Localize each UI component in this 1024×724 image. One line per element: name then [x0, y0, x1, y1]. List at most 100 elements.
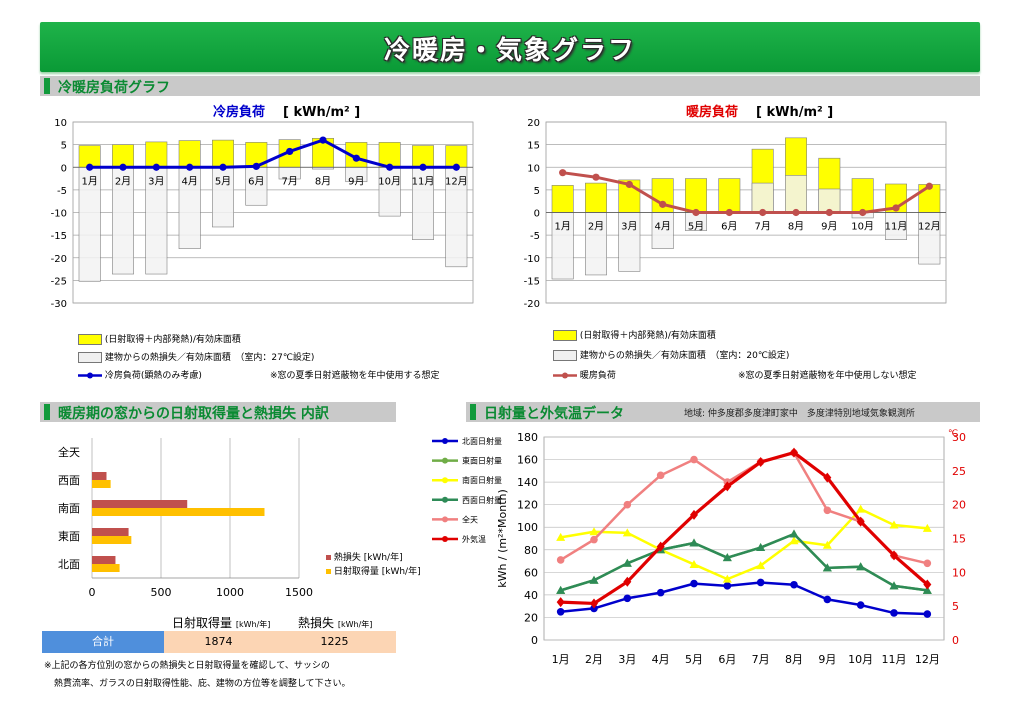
location-label: 地域: 仲多度郡多度津町家中 多度津特別地域気象観測所 [684, 409, 915, 419]
gain-bar [92, 564, 120, 572]
y-tick-label: 10 [54, 118, 67, 129]
legend-heat-loss: 建物からの熱損失／有効床面積 （室内：20℃設定) [553, 348, 789, 361]
cooling-note: ※窓の夏季日射遮蔽物を年中使用する想定 [270, 371, 440, 381]
series-point [623, 594, 632, 603]
x-tick-label: 5月 [685, 653, 703, 666]
legend-marker [442, 536, 448, 542]
load-point [759, 208, 767, 217]
y-tick-label: -15 [51, 231, 67, 242]
legend-swatch-gray [78, 352, 102, 363]
x-tick-label: 12月 [915, 653, 940, 666]
y-tick-label: 0 [61, 163, 67, 174]
y-tick-label: 5 [534, 186, 540, 197]
legend-swatch-gain [326, 569, 331, 574]
x-tick-label: 1000 [216, 586, 244, 599]
series-point [589, 527, 599, 536]
note-line-1: ※上記の各方位別の窓からの熱損失と日射取得量を確認して、サッシの [44, 661, 330, 671]
series-point [890, 550, 898, 561]
load-point [725, 208, 733, 217]
legend-cool-loss: 建物からの熱損失／有効床面積 （室内：27℃設定) [78, 350, 314, 363]
y-tick-label: -20 [524, 299, 540, 310]
series-point [789, 536, 799, 545]
gain-bar [378, 142, 401, 168]
summary-loss-value: 1225 [273, 631, 396, 653]
series-point [922, 523, 932, 532]
legend-window-gain: 日射取得量 [kWh/年] [326, 564, 421, 577]
series-point [822, 563, 832, 572]
gain-bar [92, 480, 111, 488]
x-tick-label: 6月 [718, 653, 736, 666]
x-tick-label: 7月 [754, 221, 770, 233]
gain-bar [585, 182, 607, 213]
series-point [723, 481, 732, 492]
y2-tick-label: 5 [952, 600, 959, 613]
legend-heat-gain: (日射取得＋内部発熱)/有効床面積 [553, 328, 716, 341]
loss-bar [918, 212, 941, 265]
x-tick-label: 4月 [181, 175, 197, 187]
chart-unit: [ kWh/m² ] [756, 105, 833, 120]
loss-bar [378, 166, 401, 217]
series-point [556, 585, 566, 594]
legend-marker [442, 438, 448, 444]
load-point [592, 173, 600, 181]
y-tick-label: 0 [531, 634, 538, 647]
y-tick-label: 20 [524, 611, 538, 624]
loss-bar [92, 500, 188, 508]
load-point [692, 208, 700, 217]
series-point [556, 532, 566, 541]
y-tick-label: -30 [51, 299, 67, 310]
section-title-climate: 日射量と外気温データ [484, 406, 624, 422]
legend-label: 暖房負荷 [579, 371, 616, 381]
legend-swatch-yellow [553, 330, 577, 341]
y-tick-label: 5 [61, 141, 67, 152]
load-line [89, 138, 457, 169]
legend-label: 南面日射量 [462, 475, 502, 485]
legend-heat-line: 暖房負荷 [553, 368, 616, 381]
gain-bar [92, 508, 265, 516]
load-point [859, 208, 867, 217]
series-point [923, 610, 932, 618]
x-tick-label: 5月 [215, 175, 231, 187]
summary-gain-title: 日射取得量 [172, 616, 233, 630]
chart-unit: [ kWh/m² ] [283, 105, 360, 120]
legend-label: 全天 [462, 514, 478, 524]
load-point [352, 154, 360, 162]
y-tick-label: -5 [530, 231, 540, 242]
y-tick-label: 西面 [58, 474, 80, 487]
legend-swatch-yellow [78, 334, 102, 345]
y-tick-label: 20 [527, 118, 540, 129]
loss-bar [785, 175, 807, 213]
x-tick-label: 1月 [552, 653, 570, 666]
series-point [889, 581, 899, 590]
x-tick-label: 6月 [248, 175, 264, 187]
legend-label: 冷房負荷(顕熱のみ考慮) [104, 371, 202, 381]
series-point [622, 528, 632, 537]
legend-marker [442, 516, 448, 523]
series-point [690, 579, 698, 588]
series-point [622, 558, 632, 567]
legend-label: 北面日射量 [462, 436, 502, 446]
section-marker [470, 404, 476, 420]
legend-label: 西面日射量 [462, 495, 502, 505]
y-tick-label: 15 [527, 141, 540, 152]
series-point [656, 471, 665, 480]
load-point [659, 200, 667, 208]
x-tick-label: 500 [151, 586, 172, 599]
heating-note: ※窓の夏季日射遮蔽物を年中使用しない想定 [738, 371, 917, 381]
y2-tick-label: 15 [952, 533, 966, 546]
y2-tick-label: 10 [952, 566, 966, 579]
legend-window-loss: 熱損失 [kWh/年] [326, 550, 403, 563]
x-tick-label: 3月 [148, 175, 164, 187]
y2-tick-label: 0 [952, 634, 959, 647]
series-point [856, 516, 865, 527]
legend-label: 外気温 [462, 534, 486, 544]
y-tick-label: -10 [51, 209, 67, 220]
summary-loss-title: 熱損失 [298, 616, 335, 630]
summary-loss-header: 熱損失 [kWh/年] [298, 614, 372, 631]
page-title: 冷暖房・気象グラフ [383, 36, 636, 66]
x-tick-label: 3月 [618, 653, 636, 666]
series-line [560, 450, 929, 606]
series-point [789, 529, 799, 538]
solar-temperature-chart: 0 20 40 60 80 100 120 140 160 180 0 5 10 15 20 25 30℃ 1月 2… [432, 429, 966, 666]
y-tick-label: 120 [517, 499, 538, 512]
